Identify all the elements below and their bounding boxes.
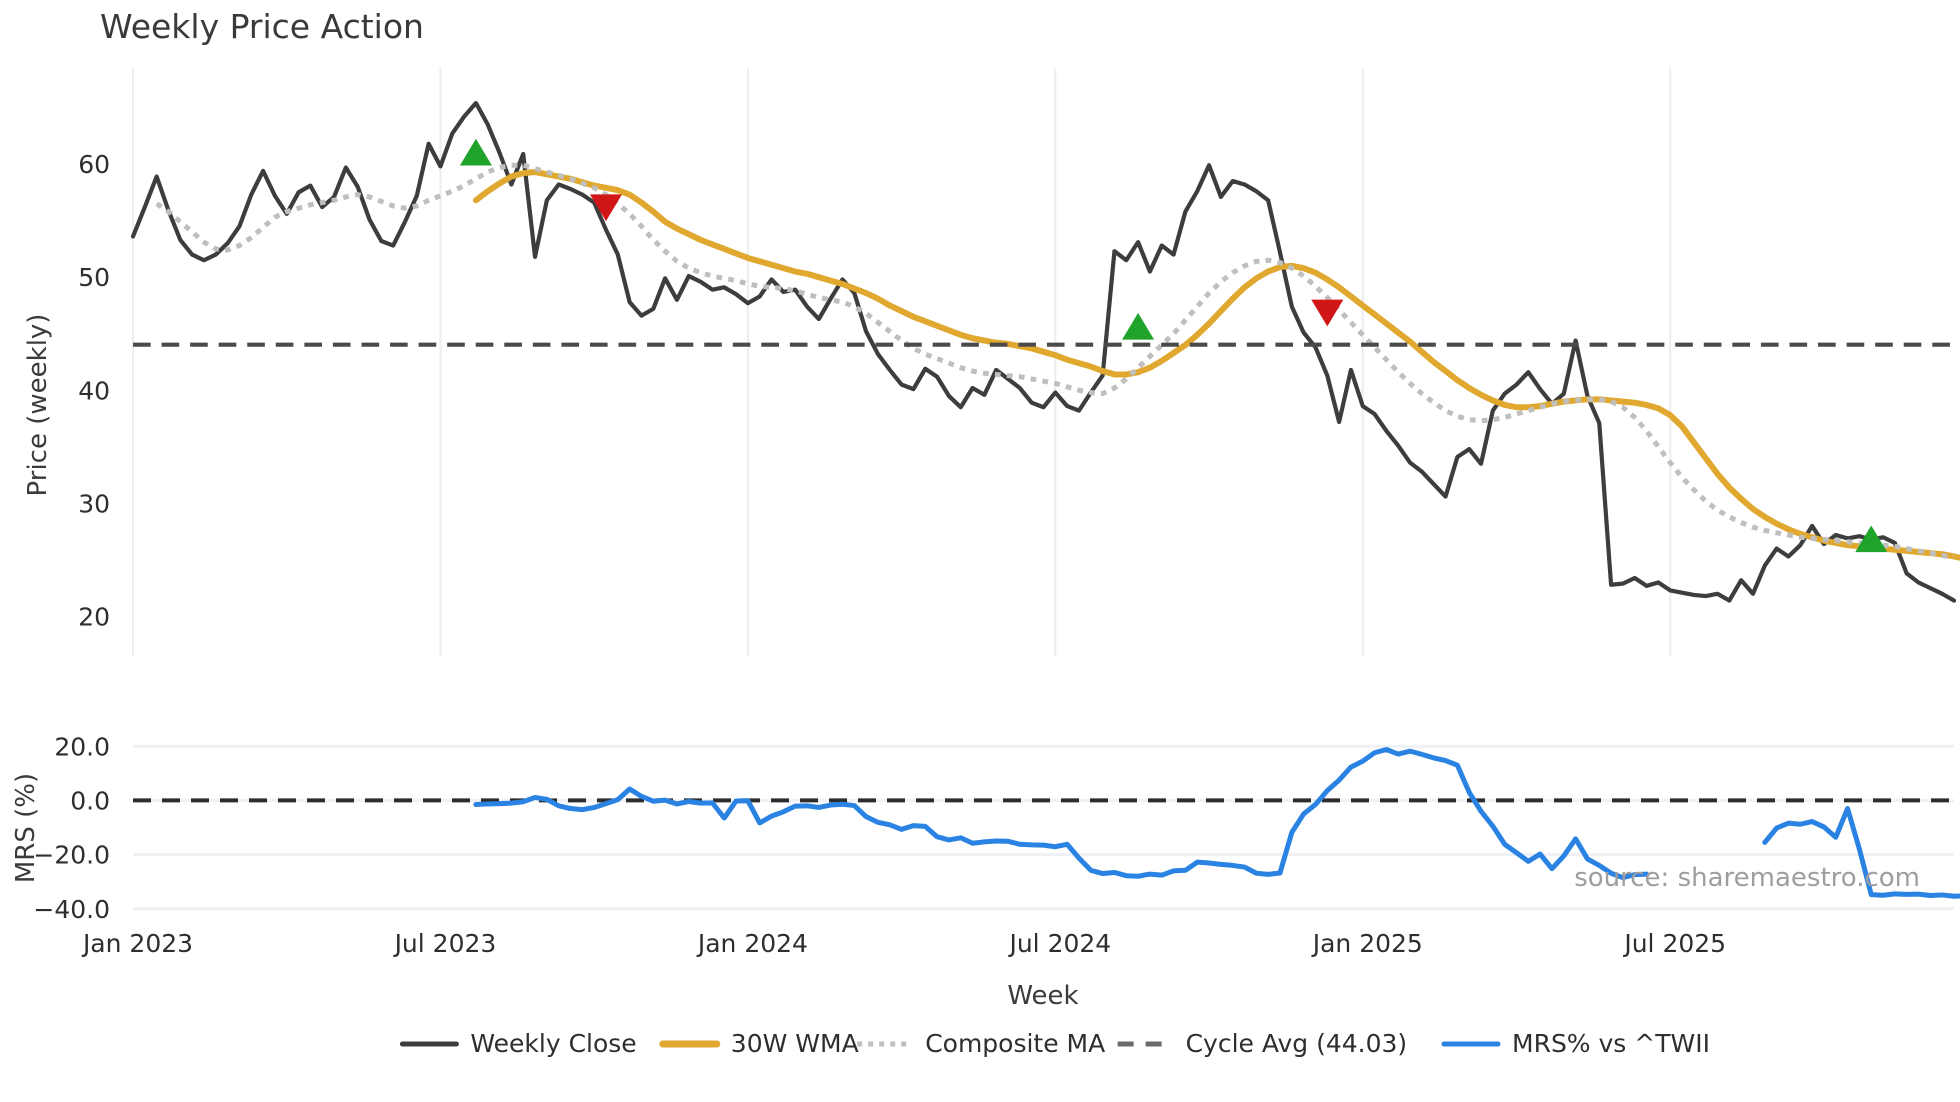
- sell-signal-marker-1: [589, 194, 622, 222]
- x-tick-4: Jan 2025: [1311, 929, 1423, 958]
- buy-signal-marker-2: [1122, 312, 1155, 340]
- mrs-panel: 20.0 0.0 −20.0 −40.0: [33, 732, 1960, 924]
- chart-title: Weekly Price Action: [100, 7, 424, 46]
- price-y-tick-4: 20: [78, 602, 110, 631]
- source-watermark: source: sharemaestro.com: [1574, 863, 1920, 893]
- mrs-y-tick-1: 0.0: [70, 786, 110, 815]
- x-tick-3: Jul 2024: [1007, 929, 1111, 958]
- x-axis-label: Week: [1007, 981, 1078, 1011]
- legend-label-cycle-avg-44-03: Cycle Avg (44.03): [1186, 1029, 1408, 1058]
- legend-label-30w-wma: 30W WMA: [731, 1029, 859, 1058]
- price-series-30w-wma: [472, 169, 1960, 561]
- price-series-weekly-close: [130, 100, 1957, 603]
- price-series-composite-ma: [155, 162, 1955, 561]
- price-panel: 60 50 40 30 20: [78, 68, 1960, 656]
- x-tick-labels: Jan 2023 Jul 2023 Jan 2024 Jul 2024 Jan 2025…: [81, 929, 1726, 958]
- mrs-y-tick-2: −20.0: [33, 841, 110, 870]
- price-y-tick-3: 30: [78, 489, 110, 518]
- x-tick-0: Jan 2023: [81, 929, 193, 958]
- legend-item-composite-ma[interactable]: Composite MA: [857, 1029, 1105, 1058]
- mrs-series-line: [473, 747, 1960, 899]
- legend-label-mrs-vs-twii: MRS% vs ^TWII: [1512, 1029, 1710, 1058]
- legend-label-composite-ma: Composite MA: [925, 1029, 1105, 1058]
- chart-legend: Weekly Close 30W WMA Composite MA Cycle Avg…: [399, 1029, 1710, 1058]
- legend-item-weekly-close[interactable]: Weekly Close: [399, 1029, 637, 1058]
- price-y-tick-1: 50: [78, 263, 110, 292]
- x-tick-1: Jul 2023: [393, 929, 497, 958]
- legend-item-mrs-vs-twii[interactable]: MRS% vs ^TWII: [1441, 1029, 1710, 1058]
- buy-signal-marker-4: [1855, 525, 1888, 553]
- mrs-y-tick-0: 20.0: [54, 732, 110, 761]
- legend-item-cycle-avg-44-03[interactable]: Cycle Avg (44.03): [1117, 1029, 1408, 1058]
- price-y-axis-label: Price (weekly): [23, 314, 53, 497]
- buy-signal-marker-0: [459, 138, 492, 166]
- x-tick-5: Jul 2025: [1622, 929, 1726, 958]
- sell-signal-marker-3: [1311, 299, 1344, 327]
- price-y-tick-2: 40: [78, 376, 110, 405]
- x-tick-2: Jan 2024: [696, 929, 808, 958]
- legend-item-30w-wma[interactable]: 30W WMA: [659, 1029, 859, 1058]
- mrs-y-tick-3: −40.0: [33, 895, 110, 924]
- legend-label-weekly-close: Weekly Close: [470, 1029, 636, 1058]
- mrs-y-axis-label: MRS (%): [11, 773, 41, 883]
- price-y-tick-0: 60: [78, 150, 110, 179]
